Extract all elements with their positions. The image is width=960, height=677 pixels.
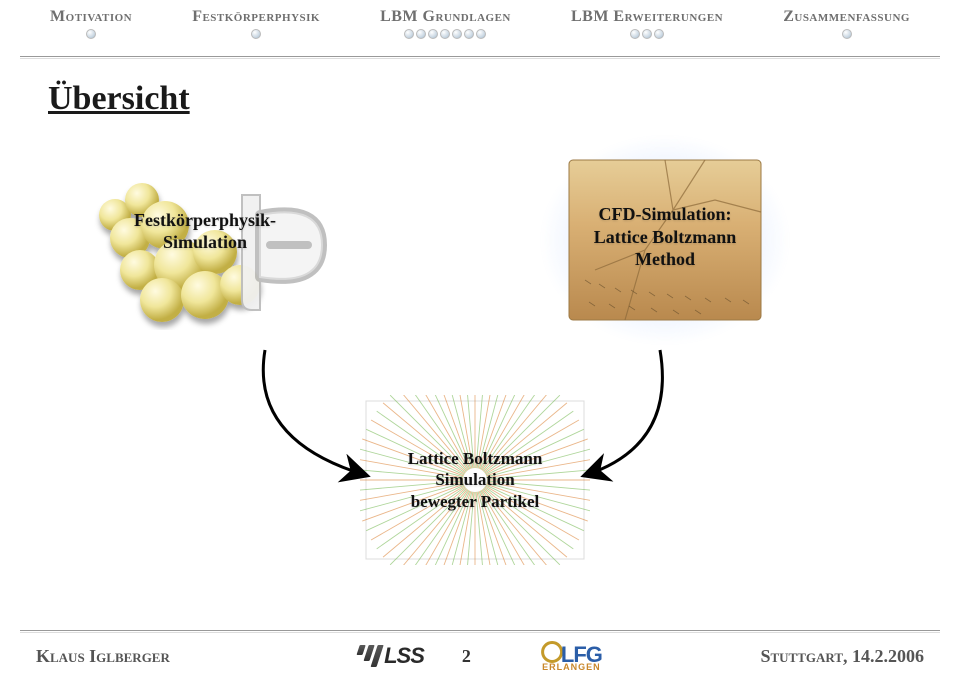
page-number: 2 <box>462 646 471 667</box>
divider-top <box>20 56 940 57</box>
nav-item-1[interactable]: Festkörperphysik <box>192 8 320 39</box>
concept-bottom-line2: Simulation <box>435 470 514 489</box>
progress-dot <box>642 29 652 39</box>
nav-item-0[interactable]: Motivation <box>50 8 132 39</box>
divider-top-shadow <box>20 58 940 59</box>
concept-left-line2: Simulation <box>163 232 247 252</box>
progress-dot <box>251 29 261 39</box>
footer-author: Klaus Iglberger <box>36 646 170 667</box>
concept-bottom-line3: bewegter Partikel <box>411 492 540 511</box>
divider-bottom <box>20 630 940 631</box>
slide: Motivation Festkörperphysik LBM Grundlagen… <box>0 0 960 677</box>
nav-progress-dots <box>404 29 486 39</box>
nav-item-2[interactable]: LBM Grundlagen <box>380 8 511 39</box>
progress-dot <box>654 29 664 39</box>
progress-dot <box>476 29 486 39</box>
lfg-logo-sub: ERLANGEN <box>542 663 601 671</box>
progress-dot <box>86 29 96 39</box>
concept-left-line1: Festkörperphysik- <box>134 210 276 230</box>
nav-label: Festkörperphysik <box>192 8 320 26</box>
nav-progress-dots <box>86 29 96 39</box>
progress-dot <box>404 29 414 39</box>
concept-right: CFD-Simulation: Lattice Boltzmann Method <box>555 150 775 330</box>
footer: Klaus Iglberger LSS 2 LFG ERLANGEN Stutt… <box>0 635 960 677</box>
progress-dot <box>630 29 640 39</box>
nav-label: LBM Erweiterungen <box>571 8 723 26</box>
footer-center: LSS 2 LFG ERLANGEN <box>358 641 602 671</box>
concept-left-label: Festkörperphysik- Simulation <box>134 209 276 254</box>
progress-dot <box>452 29 462 39</box>
lss-logo-text: LSS <box>384 643 424 669</box>
nav-label: Motivation <box>50 8 132 26</box>
progress-dot <box>416 29 426 39</box>
concept-bottom-label: Lattice Boltzmann Simulation bewegter Pa… <box>408 448 543 512</box>
progress-dot <box>440 29 450 39</box>
nav-progress-dots <box>630 29 664 39</box>
divider-bottom-shadow <box>20 632 940 633</box>
lfg-logo: LFG ERLANGEN <box>541 641 602 671</box>
slide-title: Übersicht <box>48 80 190 118</box>
concept-right-line2: Lattice Boltzmann <box>594 227 736 247</box>
concept-bottom-line1: Lattice Boltzmann <box>408 449 543 468</box>
nav-progress-dots <box>842 29 852 39</box>
progress-dot <box>428 29 438 39</box>
nav-label: LBM Grundlagen <box>380 8 511 26</box>
nav-progress-dots <box>251 29 261 39</box>
footer-location-date: Stuttgart, 14.2.2006 <box>760 646 924 667</box>
concept-bottom: Lattice Boltzmann Simulation bewegter Pa… <box>360 395 590 565</box>
concept-left: Festkörperphysik- Simulation <box>80 160 340 330</box>
concept-right-line3: Method <box>635 249 695 269</box>
progress-dot <box>842 29 852 39</box>
lss-logo: LSS <box>358 643 424 669</box>
concept-right-label: CFD-Simulation: Lattice Boltzmann Method <box>594 203 736 271</box>
nav-bar: Motivation Festkörperphysik LBM Grundlagen… <box>0 0 960 43</box>
nav-label: Zusammenfassung <box>783 8 910 26</box>
nav-item-4[interactable]: Zusammenfassung <box>783 8 910 39</box>
nav-item-3[interactable]: LBM Erweiterungen <box>571 8 723 39</box>
concept-right-line1: CFD-Simulation: <box>598 204 731 224</box>
progress-dot <box>464 29 474 39</box>
